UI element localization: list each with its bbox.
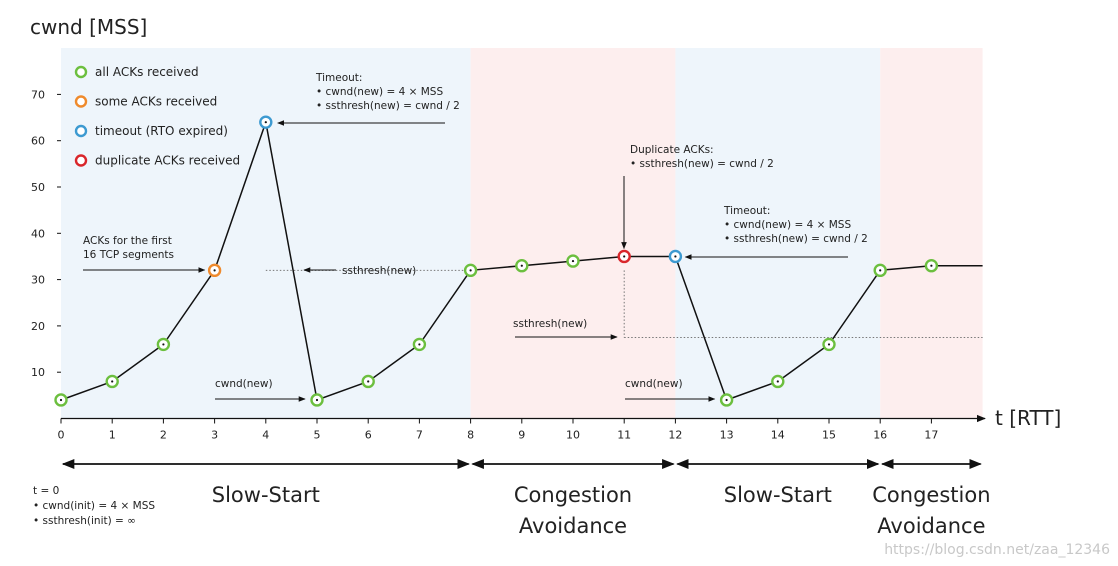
timeout2-annotation-line-0: Timeout: <box>723 205 770 217</box>
x-tick-label-7: 7 <box>416 429 423 442</box>
phase-label-2-0: Slow-Start <box>724 483 832 507</box>
duplicate-annotation-line-0: Duplicate ACKs: <box>630 144 714 156</box>
x-tick-label-13: 13 <box>720 429 734 442</box>
init-annotation-line-0: t = 0 <box>33 485 59 497</box>
legend-marker-all <box>74 65 88 79</box>
x-tick-label-15: 15 <box>822 429 836 442</box>
x-tick-label-11: 11 <box>617 429 631 442</box>
y-tick-label-40: 40 <box>31 227 45 240</box>
cwnd2-label: cwnd(new) <box>625 378 683 390</box>
x-tick-label-4: 4 <box>262 429 269 442</box>
cwnd1-label: cwnd(new) <box>215 378 273 390</box>
data-point-center-1 <box>111 380 114 383</box>
x-tick-label-12: 12 <box>668 429 682 442</box>
data-point-center-17 <box>930 264 933 267</box>
data-point-center-11 <box>623 255 626 258</box>
legend-label-timeout: timeout (RTO expired) <box>95 124 228 138</box>
data-point-center-5 <box>315 398 319 402</box>
x-tick-label-2: 2 <box>160 429 167 442</box>
data-point-center-12 <box>674 255 677 258</box>
x-tick-label-1: 1 <box>109 429 116 442</box>
annotations: Timeout: • cwnd(new) = 4 × MSS • ssthresh(… <box>33 72 868 527</box>
x-tick-label-10: 10 <box>566 429 580 442</box>
legend-marker-duplicate <box>74 154 88 167</box>
duplicate-annotation-line-1: • ssthresh(new) = cwnd / 2 <box>630 158 774 170</box>
first16-annotation-line-0: ACKs for the first <box>83 235 172 247</box>
legend-marker-timeout <box>74 124 88 138</box>
timeout1-annotation-line-1: • cwnd(new) = 4 × MSS <box>316 86 443 98</box>
phase-label-1-0: Congestion <box>514 483 632 507</box>
phase-label-1-1: Avoidance <box>519 514 627 538</box>
x-axis-label: t [RTT] <box>995 406 1061 430</box>
timeout2-annotation-line-1: • cwnd(new) = 4 × MSS <box>724 219 851 231</box>
data-point-center-14 <box>776 380 779 383</box>
x-tick-label-17: 17 <box>924 429 938 442</box>
x-tick-label-5: 5 <box>314 429 321 442</box>
x-tick-label-0: 0 <box>58 429 65 442</box>
legend-label-some: some ACKs received <box>95 95 217 109</box>
data-point-center-7 <box>418 343 421 346</box>
phase-labels: Slow-Start Congestion Avoidance Slow-Start C… <box>61 458 991 538</box>
phase-label-3-0: Congestion <box>872 483 990 507</box>
y-tick-label-70: 70 <box>31 88 45 101</box>
timeout2-annotation-line-2: • ssthresh(new) = cwnd / 2 <box>724 233 868 245</box>
phase-bg-1 <box>470 48 676 419</box>
y-tick-label-60: 60 <box>31 135 45 148</box>
phase-label-0-0: Slow-Start <box>212 483 320 507</box>
x-tick-label-3: 3 <box>211 429 218 442</box>
watermark: https://blog.csdn.net/zaa_12346 <box>884 542 1110 558</box>
cwnd-points <box>54 115 939 407</box>
data-point-center-16 <box>879 269 882 272</box>
legend-marker-some <box>74 95 88 108</box>
phase-label-3-1: Avoidance <box>877 514 985 538</box>
timeout1-annotation-line-0: Timeout: <box>315 72 362 84</box>
x-tick-label-8: 8 <box>467 429 474 442</box>
phase-bg-3 <box>880 48 983 419</box>
legend-label-duplicate: duplicate ACKs received <box>95 154 240 168</box>
data-point-center-3 <box>213 269 216 272</box>
phase-backgrounds <box>61 48 983 419</box>
x-tick-label-6: 6 <box>365 429 372 442</box>
x-tick-label-16: 16 <box>873 429 887 442</box>
y-tick-label-50: 50 <box>31 181 45 194</box>
timeout1-annotation-line-2: • ssthresh(new) = cwnd / 2 <box>316 100 460 112</box>
ssthresh1-label: ssthresh(new) <box>342 265 416 277</box>
data-point-center-6 <box>367 380 370 383</box>
x-tick-label-14: 14 <box>771 429 785 442</box>
data-point-center-15 <box>827 343 831 346</box>
y-axis-label: cwnd [MSS] <box>30 15 147 39</box>
data-point-center-10 <box>571 259 575 263</box>
data-point-center-0 <box>59 398 63 402</box>
init-annotation-line-1: • cwnd(init) = 4 × MSS <box>33 500 155 512</box>
y-tick-label-30: 30 <box>31 274 45 287</box>
init-annotation-line-2: • ssthresh(init) = ∞ <box>33 515 136 527</box>
phase-bg-2 <box>675 48 881 419</box>
legend: all ACKs received some ACKs received timeo… <box>74 65 240 168</box>
ssthresh-reference-lines <box>265 269 983 338</box>
data-point-center-13 <box>725 398 728 402</box>
first16-annotation-line-1: 16 TCP segments <box>83 249 174 261</box>
ssthresh2-label: ssthresh(new) <box>513 318 587 330</box>
legend-label-all: all ACKs received <box>95 65 199 79</box>
data-point-center-8 <box>469 269 472 272</box>
axes: 0 1 2 3 4 5 6 7 8 9 10 11 12 13 14 15 16 1710203040506070… <box>30 15 1061 442</box>
y-tick-label-20: 20 <box>31 320 45 333</box>
data-point-center-4 <box>264 121 267 124</box>
data-point-center-9 <box>520 264 523 267</box>
y-tick-label-10: 10 <box>31 366 45 379</box>
data-point-center-2 <box>162 343 165 346</box>
x-tick-label-9: 9 <box>518 429 525 442</box>
